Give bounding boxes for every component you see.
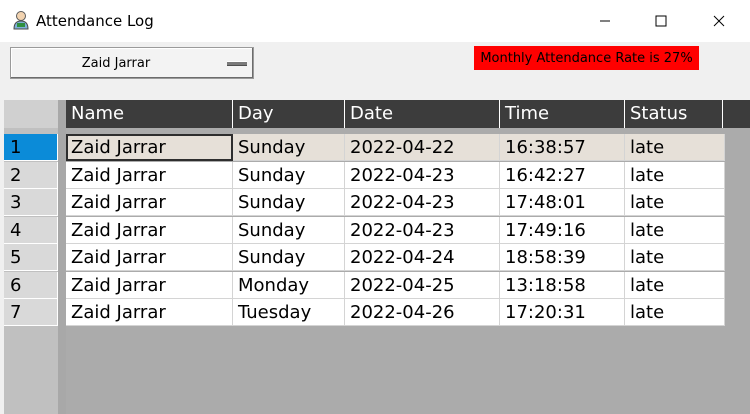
maximize-icon <box>655 15 667 27</box>
cell-time[interactable]: 17:20:31 <box>500 299 625 326</box>
row-header[interactable]: 7 <box>4 299 58 326</box>
cell-day[interactable]: Sunday <box>233 162 345 189</box>
cell-date[interactable]: 2022-04-23 <box>345 189 500 216</box>
column-header-filler <box>723 100 750 128</box>
column-header-date[interactable]: Date <box>345 100 500 128</box>
cell-status[interactable]: late <box>625 134 725 161</box>
table-row[interactable]: Zaid Jarrar Sunday 2022-04-23 17:48:01 late <box>66 189 725 216</box>
cell-time[interactable]: 13:18:58 <box>500 272 625 299</box>
window-title: Attendance Log <box>36 12 154 30</box>
column-header-status[interactable]: Status <box>625 100 723 128</box>
cell-date[interactable]: 2022-04-26 <box>345 299 500 326</box>
row-header[interactable]: 1 <box>4 134 58 161</box>
dropdown-indicator-icon <box>227 61 247 66</box>
selected-user-label: Zaid Jarrar <box>11 56 221 71</box>
table-row[interactable]: Zaid Jarrar Monday 2022-04-25 13:18:58 late <box>66 272 725 299</box>
cell-day[interactable]: Monday <box>233 272 345 299</box>
cell-name[interactable]: Zaid Jarrar <box>66 134 233 161</box>
column-header-name[interactable]: Name <box>66 100 233 128</box>
cell-date[interactable]: 2022-04-23 <box>345 217 500 244</box>
close-button[interactable] <box>696 0 742 42</box>
user-icon <box>12 10 30 30</box>
cell-time[interactable]: 18:58:39 <box>500 244 625 271</box>
cell-status[interactable]: late <box>625 162 725 189</box>
row-header[interactable]: 2 <box>4 162 58 189</box>
minimize-icon <box>599 15 611 27</box>
table-row[interactable]: Zaid Jarrar Sunday 2022-04-23 16:42:27 late <box>66 162 725 189</box>
title-bar: Attendance Log <box>0 0 750 42</box>
cell-day[interactable]: Sunday <box>233 134 345 161</box>
cell-status[interactable]: late <box>625 272 725 299</box>
cell-status[interactable]: late <box>625 299 725 326</box>
maximize-button[interactable] <box>638 0 684 42</box>
cell-time[interactable]: 16:42:27 <box>500 162 625 189</box>
cell-day[interactable]: Sunday <box>233 189 345 216</box>
column-header-day[interactable]: Day <box>233 100 345 128</box>
row-header[interactable]: 3 <box>4 189 58 216</box>
cell-name[interactable]: Zaid Jarrar <box>66 217 233 244</box>
table-row[interactable]: Zaid Jarrar Sunday 2022-04-24 18:58:39 late <box>66 244 725 271</box>
grid-divider <box>58 100 66 414</box>
cell-date[interactable]: 2022-04-24 <box>345 244 500 271</box>
cell-status[interactable]: late <box>625 244 725 271</box>
cell-status[interactable]: late <box>625 189 725 216</box>
cell-time[interactable]: 17:49:16 <box>500 217 625 244</box>
cell-date[interactable]: 2022-04-23 <box>345 162 500 189</box>
attendance-rate-badge: Monthly Attendance Rate is 27% <box>474 46 699 70</box>
cell-day[interactable]: Sunday <box>233 217 345 244</box>
cell-status[interactable]: late <box>625 217 725 244</box>
minimize-button[interactable] <box>582 0 628 42</box>
cell-day[interactable]: Tuesday <box>233 299 345 326</box>
cell-name[interactable]: Zaid Jarrar <box>66 244 233 271</box>
cell-time[interactable]: 17:48:01 <box>500 189 625 216</box>
user-select-dropdown[interactable]: Zaid Jarrar <box>10 47 254 79</box>
row-header[interactable]: 6 <box>4 272 58 299</box>
table-row[interactable]: Zaid Jarrar Sunday 2022-04-22 16:38:57 late <box>66 134 725 161</box>
column-header-time[interactable]: Time <box>500 100 625 128</box>
cell-name[interactable]: Zaid Jarrar <box>66 272 233 299</box>
table-row[interactable]: Zaid Jarrar Tuesday 2022-04-26 17:20:31 late <box>66 299 725 326</box>
cell-name[interactable]: Zaid Jarrar <box>66 189 233 216</box>
table-row[interactable]: Zaid Jarrar Sunday 2022-04-23 17:49:16 late <box>66 217 725 244</box>
cell-date[interactable]: 2022-04-25 <box>345 272 500 299</box>
grid-corner <box>4 100 58 128</box>
row-header[interactable]: 4 <box>4 217 58 244</box>
cell-time[interactable]: 16:38:57 <box>500 134 625 161</box>
cell-day[interactable]: Sunday <box>233 244 345 271</box>
cell-date[interactable]: 2022-04-22 <box>345 134 500 161</box>
cell-name[interactable]: Zaid Jarrar <box>66 299 233 326</box>
close-icon <box>713 15 725 27</box>
row-header[interactable]: 5 <box>4 244 58 271</box>
cell-name[interactable]: Zaid Jarrar <box>66 162 233 189</box>
